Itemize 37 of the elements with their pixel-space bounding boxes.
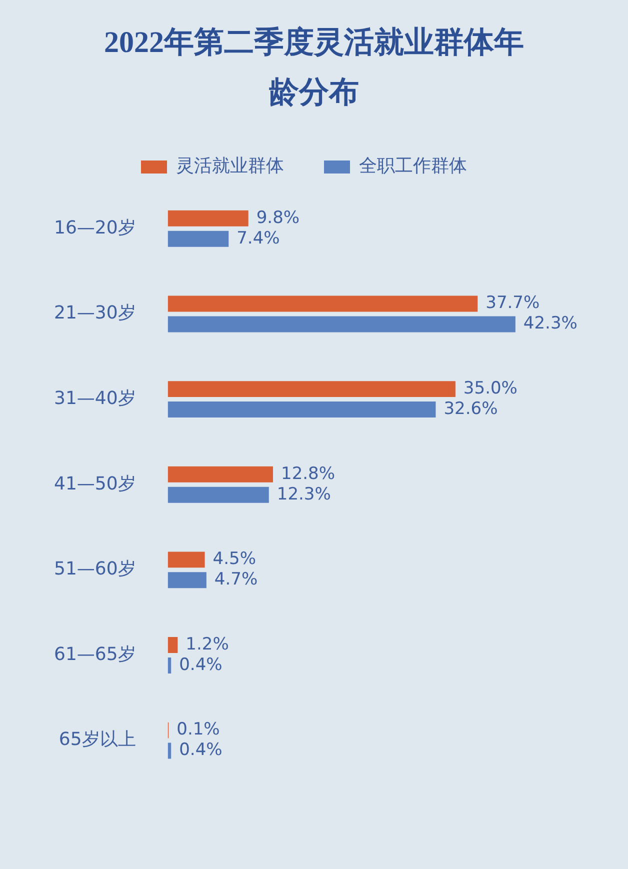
data-label: 42.3% — [523, 314, 578, 334]
legend-label: 全职工作群体 — [359, 156, 467, 177]
bar — [168, 466, 273, 482]
bar — [168, 381, 456, 398]
bar — [168, 210, 248, 226]
data-label: 7.4% — [236, 228, 280, 248]
bar — [168, 657, 172, 674]
data-label: 0.1% — [176, 720, 220, 740]
bar — [168, 296, 478, 312]
chart-title: 2022年第二季度灵活就业群体年龄分布 — [103, 25, 525, 111]
bar — [168, 742, 172, 759]
data-label: 1.2% — [186, 634, 229, 654]
data-label: 32.6% — [444, 398, 498, 419]
legend-label: 灵活就业群体 — [176, 156, 284, 177]
bar — [168, 402, 436, 418]
data-label: 0.4% — [179, 740, 222, 760]
bar — [168, 486, 269, 503]
data-label: 12.8% — [281, 464, 336, 484]
y-tick-label: 31—40岁 — [54, 388, 136, 409]
bar — [168, 572, 206, 588]
data-label: 4.5% — [212, 549, 256, 570]
bar — [168, 552, 205, 568]
y-tick-label: 16—20岁 — [54, 217, 136, 238]
data-label: 12.3% — [276, 484, 331, 504]
y-tick-label: 41—50岁 — [54, 473, 136, 494]
bar — [168, 316, 516, 332]
data-label: 35.0% — [463, 378, 518, 398]
y-tick-label: 21—30岁 — [54, 302, 136, 324]
y-tick-label: 61—65岁 — [54, 644, 136, 665]
bar — [168, 230, 229, 247]
y-tick-label: 51—60岁 — [54, 558, 136, 580]
data-label: 0.4% — [179, 654, 222, 675]
data-label: 4.7% — [214, 570, 258, 590]
bar — [168, 637, 178, 653]
data-label: 9.8% — [256, 208, 300, 228]
data-label: 37.7% — [486, 293, 540, 314]
y-tick-label: 65岁以上 — [58, 729, 136, 750]
